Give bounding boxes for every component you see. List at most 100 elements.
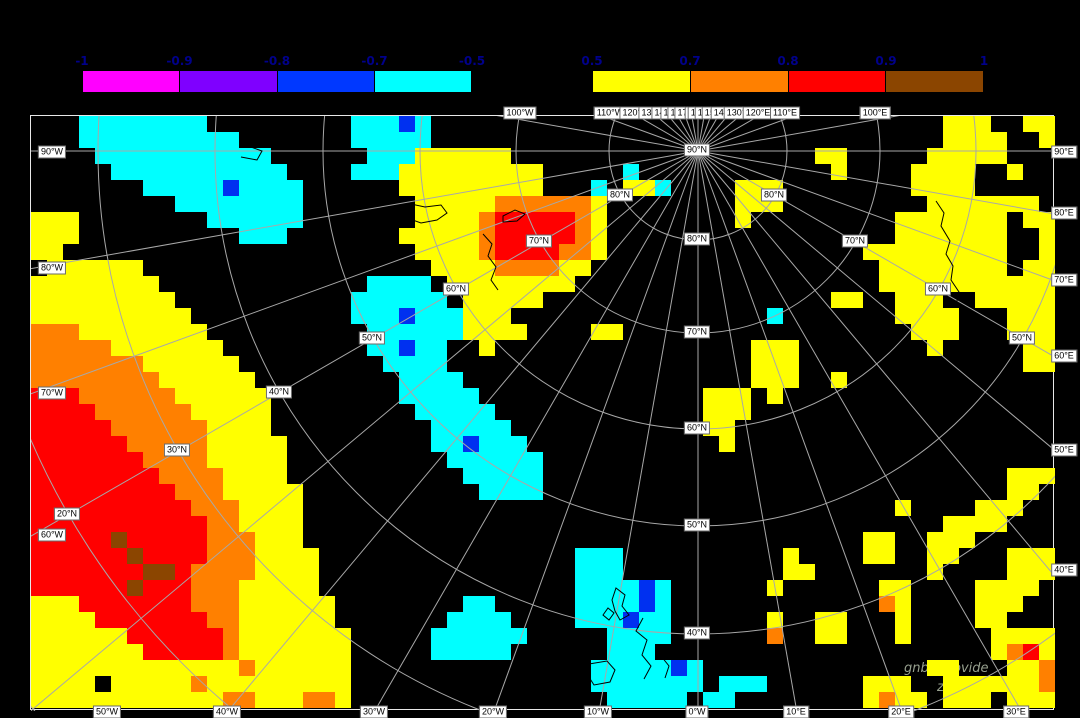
- grid-cell: [431, 644, 447, 660]
- grid-cell: [47, 292, 63, 308]
- colorbar-tick-label: 0.9: [875, 54, 897, 68]
- grid-cell: [95, 276, 111, 292]
- grid-cell: [111, 644, 127, 660]
- grid-cell: [975, 292, 991, 308]
- grid-cell: [431, 324, 447, 340]
- grid-cell: [447, 196, 463, 212]
- coastline: [602, 587, 630, 621]
- lat-label: 60°N: [683, 421, 711, 435]
- grid-cell: [207, 404, 223, 420]
- grid-cell: [575, 228, 591, 244]
- grid-cell: [1007, 628, 1023, 644]
- grid-cell: [943, 180, 959, 196]
- grid-cell: [607, 692, 623, 708]
- grid-cell: [975, 228, 991, 244]
- grid-cell: [479, 436, 495, 452]
- grid-cell: [239, 468, 255, 484]
- grid-cell: [127, 436, 143, 452]
- grid-cell: [127, 516, 143, 532]
- grid-cell: [207, 468, 223, 484]
- coastline: [400, 203, 448, 224]
- grid-cell: [831, 164, 847, 180]
- lat-label: 60°N: [924, 282, 952, 296]
- grid-cell: [591, 660, 607, 676]
- grid-cell: [543, 212, 559, 228]
- grid-cell: [927, 148, 943, 164]
- grid-cell: [975, 132, 991, 148]
- grid-cell: [63, 292, 79, 308]
- grid-cell: [271, 452, 287, 468]
- grid-cell: [959, 276, 975, 292]
- grid-cell: [975, 500, 991, 516]
- grid-cell: [511, 276, 527, 292]
- grid-cell: [719, 388, 735, 404]
- grid-cell: [47, 276, 63, 292]
- grid-cell: [255, 484, 271, 500]
- grid-cell: [479, 292, 495, 308]
- grid-cell: [463, 260, 479, 276]
- grid-cell: [95, 324, 111, 340]
- grid-cell: [399, 148, 415, 164]
- grid-cell: [191, 164, 207, 180]
- grid-cell: [143, 148, 159, 164]
- grid-cell: [255, 164, 271, 180]
- grid-cell: [1007, 596, 1023, 612]
- grid-cell: [63, 420, 79, 436]
- lat-label: 50°N: [1008, 331, 1036, 345]
- grid-cell: [191, 532, 207, 548]
- grid-cell: [447, 644, 463, 660]
- grid-cell: [991, 260, 1007, 276]
- grid-cell: [127, 580, 143, 596]
- grid-cell: [479, 468, 495, 484]
- grid-cell: [207, 596, 223, 612]
- grid-cell: [639, 660, 655, 676]
- grid-cell: [271, 436, 287, 452]
- grid-cell: [463, 196, 479, 212]
- grid-cell: [687, 676, 703, 692]
- meridian-line: [697, 150, 1055, 358]
- grid-cell: [159, 628, 175, 644]
- grid-cell: [175, 388, 191, 404]
- coastline: [586, 660, 616, 686]
- grid-cell: [79, 692, 95, 708]
- grid-cell: [559, 276, 575, 292]
- meridian-line: [598, 150, 699, 711]
- grid-cell: [95, 468, 111, 484]
- grid-cell: [591, 244, 607, 260]
- lon-label-top: 100°E: [859, 106, 891, 120]
- grid-cell: [239, 180, 255, 196]
- grid-cell: [767, 612, 783, 628]
- grid-cell: [143, 484, 159, 500]
- lat-label: 70°N: [841, 234, 869, 248]
- grid-cell: [127, 628, 143, 644]
- grid-cell: [927, 548, 943, 564]
- grid-cell: [143, 404, 159, 420]
- grid-cell: [959, 244, 975, 260]
- grid-cell: [239, 596, 255, 612]
- grid-cell: [175, 468, 191, 484]
- grid-cell: [431, 164, 447, 180]
- grid-cell: [943, 132, 959, 148]
- grid-cell: [239, 148, 255, 164]
- grid-cell: [31, 580, 47, 596]
- grid-cell: [31, 212, 47, 228]
- grid-cell: [367, 116, 383, 132]
- grid-cell: [207, 388, 223, 404]
- grid-cell: [95, 260, 111, 276]
- grid-cell: [847, 292, 863, 308]
- grid-cell: [431, 372, 447, 388]
- grid-cell: [191, 580, 207, 596]
- grid-cell: [31, 596, 47, 612]
- grid-cell: [239, 404, 255, 420]
- grid-cell: [335, 692, 351, 708]
- colorbar-tick-label: 0.7: [679, 54, 701, 68]
- grid-cell: [591, 596, 607, 612]
- grid-cell: [191, 676, 207, 692]
- grid-cell: [447, 404, 463, 420]
- grid-cell: [47, 420, 63, 436]
- grid-cell: [447, 372, 463, 388]
- grid-cell: [991, 500, 1007, 516]
- grid-cell: [175, 612, 191, 628]
- grid-cell: [527, 468, 543, 484]
- grid-cell: [1039, 228, 1055, 244]
